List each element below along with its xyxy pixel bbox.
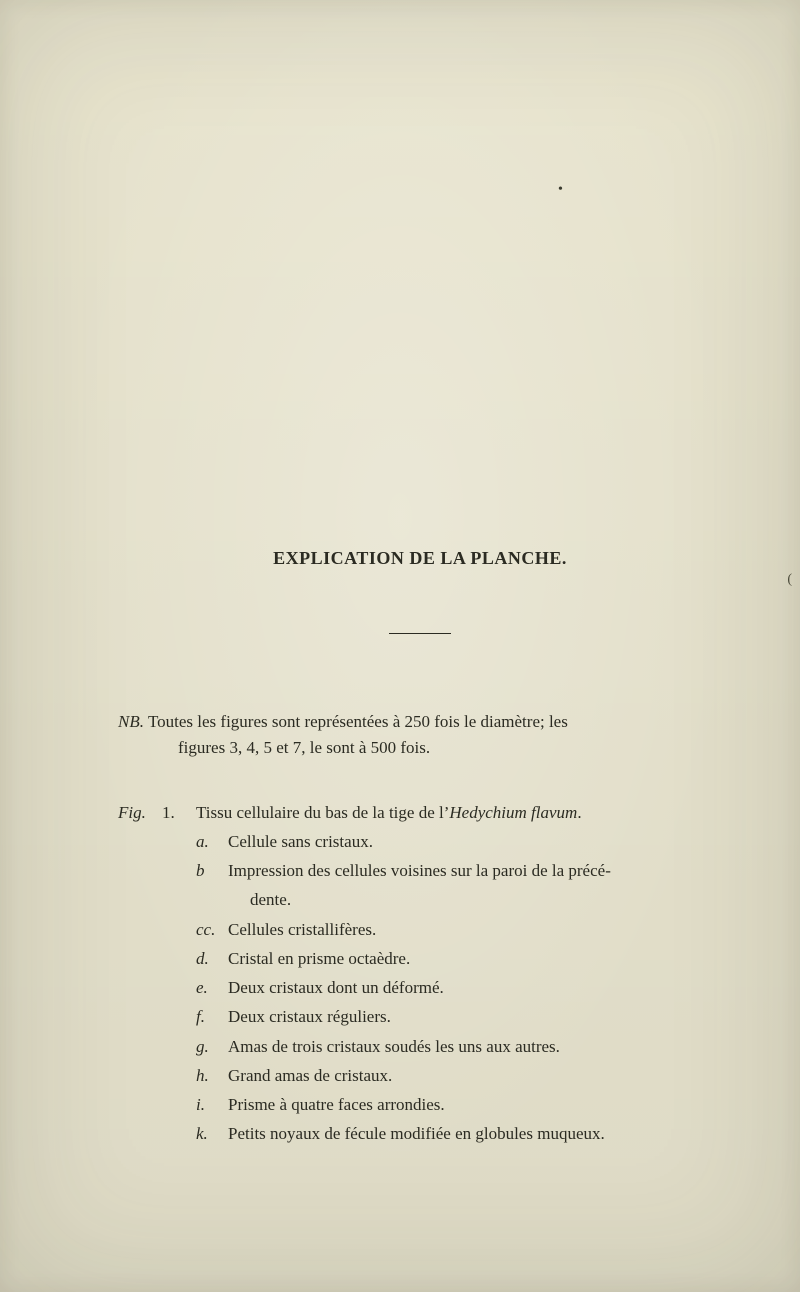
title-rule-wrap bbox=[140, 621, 700, 639]
page-edge-mark: ( bbox=[787, 572, 792, 588]
list-item: b Impression des cellules voisines sur l… bbox=[196, 856, 700, 914]
nb-line1: Toutes les figures sont représentées à 2… bbox=[148, 712, 568, 731]
fig-label: Fig. bbox=[118, 798, 162, 827]
item-label: k. bbox=[196, 1119, 228, 1148]
item-text: Cellules cristallifères. bbox=[228, 915, 700, 944]
list-item: d. Cristal en prisme octaèdre. bbox=[196, 944, 700, 973]
fig-header-row: Fig. 1. Tissu cellulaire du bas de la ti… bbox=[118, 798, 700, 827]
item-label: f. bbox=[196, 1002, 228, 1031]
item-label: h. bbox=[196, 1061, 228, 1090]
fig-item-list: a. Cellule sans cristaux. b Impression d… bbox=[196, 827, 700, 1149]
list-item: i. Prisme à quatre faces arrondies. bbox=[196, 1090, 700, 1119]
fig-head-italic: Hedychium flavum bbox=[449, 803, 577, 822]
item-label: cc. bbox=[196, 915, 228, 944]
nb-block: NB. Toutes les figures sont représentées… bbox=[118, 709, 700, 762]
item-label: b bbox=[196, 856, 228, 914]
title-rule bbox=[389, 633, 451, 634]
item-text: Deux cristaux dont un déformé. bbox=[228, 973, 700, 1002]
list-item: a. Cellule sans cristaux. bbox=[196, 827, 700, 856]
item-text: Deux cristaux réguliers. bbox=[228, 1002, 700, 1031]
item-text-line1: Impression des cellules voisines sur la … bbox=[228, 861, 611, 880]
item-text-line2: dente. bbox=[228, 885, 700, 914]
page-content: EXPLICATION DE LA PLANCHE. NB. Toutes le… bbox=[140, 548, 700, 1149]
item-label: a. bbox=[196, 827, 228, 856]
list-item: h. Grand amas de cristaux. bbox=[196, 1061, 700, 1090]
page-speck: • bbox=[558, 182, 563, 198]
item-text: Amas de trois cristaux soudés les uns au… bbox=[228, 1032, 700, 1061]
nb-line2: figures 3, 4, 5 et 7, le sont à 500 fois… bbox=[118, 735, 700, 761]
item-label: g. bbox=[196, 1032, 228, 1061]
fig-block: Fig. 1. Tissu cellulaire du bas de la ti… bbox=[118, 798, 700, 1149]
item-text: Impression des cellules voisines sur la … bbox=[228, 856, 700, 914]
page-title: EXPLICATION DE LA PLANCHE. bbox=[140, 548, 700, 569]
item-text: Cellule sans cristaux. bbox=[228, 827, 700, 856]
list-item: f. Deux cristaux réguliers. bbox=[196, 1002, 700, 1031]
item-text: Petits noyaux de fécule modifiée en glob… bbox=[228, 1119, 700, 1148]
item-text: Grand amas de cristaux. bbox=[228, 1061, 700, 1090]
list-item: k. Petits noyaux de fécule modifiée en g… bbox=[196, 1119, 700, 1148]
fig-head-suffix: . bbox=[577, 803, 581, 822]
list-item: cc. Cellules cristallifères. bbox=[196, 915, 700, 944]
fig-head-prefix: Tissu cellulaire du bas de la tige de l’ bbox=[196, 803, 449, 822]
item-text: Prisme à quatre faces arrondies. bbox=[228, 1090, 700, 1119]
item-label: e. bbox=[196, 973, 228, 1002]
item-label: d. bbox=[196, 944, 228, 973]
fig-heading: Tissu cellulaire du bas de la tige de l’… bbox=[196, 798, 582, 827]
item-text: Cristal en prisme octaèdre. bbox=[228, 944, 700, 973]
item-label: i. bbox=[196, 1090, 228, 1119]
nb-label: NB. bbox=[118, 712, 144, 731]
fig-number: 1. bbox=[162, 798, 196, 827]
list-item: e. Deux cristaux dont un déformé. bbox=[196, 973, 700, 1002]
list-item: g. Amas de trois cristaux soudés les uns… bbox=[196, 1032, 700, 1061]
